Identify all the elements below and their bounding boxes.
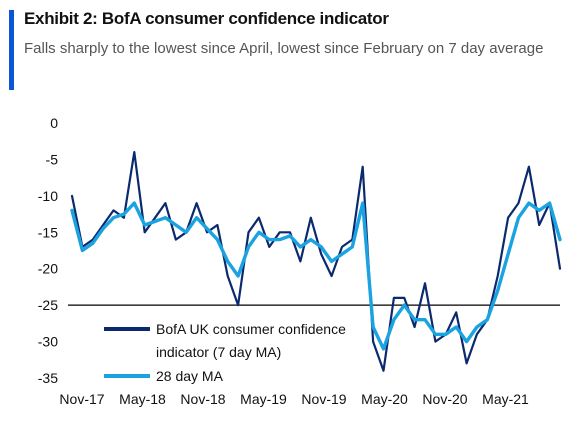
x-tick-label: Nov-18 — [180, 391, 225, 407]
title-accent-bar — [9, 10, 14, 90]
y-tick-label: -30 — [38, 334, 58, 350]
y-axis: 0 -5 -10 -15 -20 -25 -30 -35 — [38, 115, 58, 386]
legend-label-28day: 28 day MA — [156, 368, 224, 384]
legend-label-7day-line1: BofA UK consumer confidence — [156, 321, 346, 337]
chart-title: Exhibit 2: BofA consumer confidence indi… — [24, 9, 389, 28]
x-tick-label: May-21 — [482, 391, 529, 407]
series-7day-line — [70, 151, 562, 372]
chart-subtitle: Falls sharply to the lowest since April,… — [24, 40, 544, 57]
y-tick-label: -20 — [38, 261, 58, 277]
y-tick-label: -35 — [38, 370, 58, 386]
series-28day-line — [70, 201, 562, 351]
legend: BofA UK consumer confidence indicator (7… — [104, 321, 346, 384]
plot-area — [70, 151, 562, 372]
y-tick-label: -25 — [38, 297, 58, 313]
y-tick-label: -5 — [46, 151, 59, 167]
x-axis: Nov-17 May-18 Nov-18 May-19 Nov-19 May-20 Nov-… — [59, 391, 529, 407]
x-tick-label: May-18 — [119, 391, 166, 407]
x-tick-label: May-19 — [240, 391, 287, 407]
y-tick-label: -15 — [38, 224, 58, 240]
y-tick-label: 0 — [50, 115, 58, 131]
legend-label-7day-line2: indicator (7 day MA) — [156, 344, 281, 360]
x-tick-label: May-20 — [361, 391, 408, 407]
x-tick-label: Nov-20 — [422, 391, 467, 407]
x-tick-label: Nov-19 — [301, 391, 346, 407]
x-tick-label: Nov-17 — [59, 391, 104, 407]
y-tick-label: -10 — [38, 188, 58, 204]
